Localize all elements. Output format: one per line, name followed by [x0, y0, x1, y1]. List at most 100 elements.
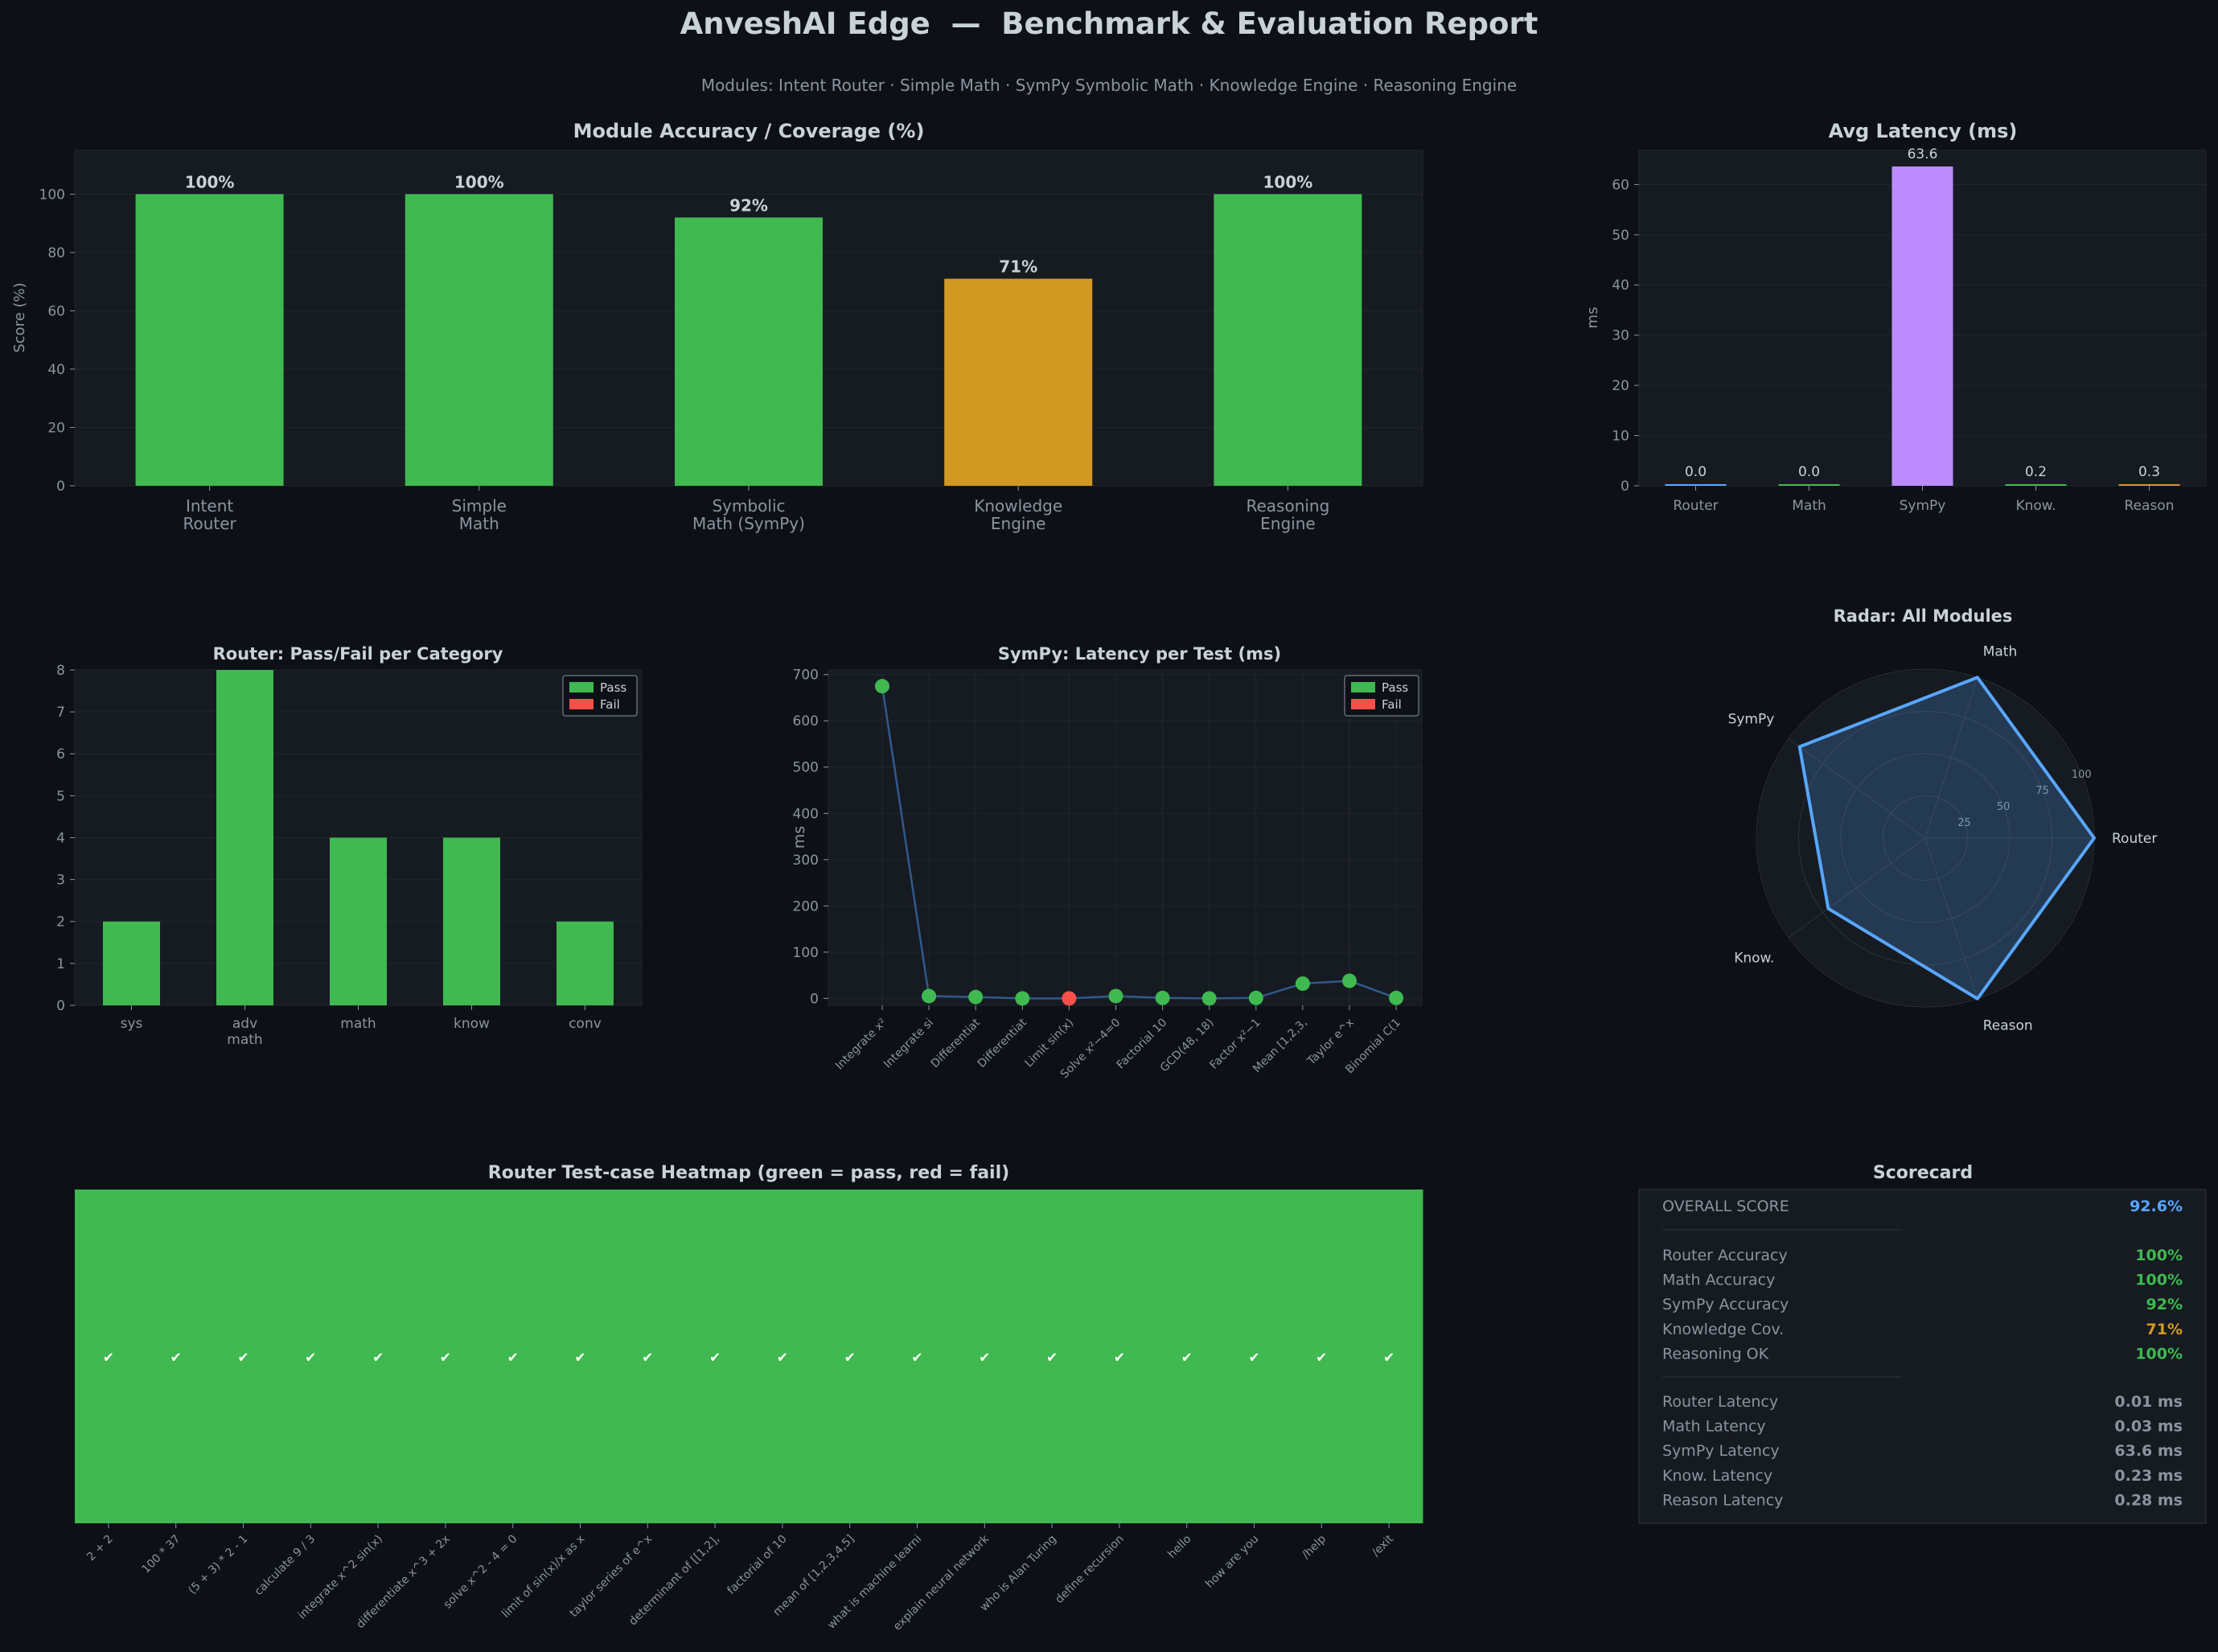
heatmap-xtick-label: factorial of 10 [725, 1533, 789, 1597]
accuracy-bar [1214, 194, 1362, 487]
heatmap-cell [614, 1190, 682, 1523]
sympy-latency-xtick-label: Integrate si [881, 1017, 936, 1071]
heatmap-chart-title: Router Test-case Heatmap (green = pass, … [488, 1163, 1009, 1183]
heatmap-cell [1152, 1190, 1222, 1523]
sympy-latency-chart-ytick-label: 400 [793, 806, 819, 822]
latency-chart-ytick-label: 40 [1612, 277, 1629, 294]
latency-chart-title: Avg Latency (ms) [1829, 120, 2018, 142]
latency-data-label: 0.3 [2138, 464, 2160, 480]
accuracy-chart-xtick-label-line: Math (SymPy) [692, 514, 805, 533]
heatmap-cell [815, 1190, 885, 1523]
router-category-chart-legend-swatch-pass [569, 682, 594, 692]
scorecard-accuracy-row-value: 100% [2135, 1247, 2183, 1264]
scorecard-accuracy-row-label: Reasoning OK [1662, 1345, 1769, 1362]
scorecard-latency-row-value: 0.23 ms [2114, 1467, 2183, 1485]
scorecard-accuracy-row-label: Math Accuracy [1662, 1272, 1775, 1289]
heatmap-cell [1288, 1190, 1356, 1523]
accuracy-chart-xtick-label-line: Engine [1260, 514, 1316, 533]
radar-axis-label: Math [1983, 643, 2018, 660]
radar-rtick-label: 50 [1997, 801, 2011, 813]
radar-axis-label: SymPy [1728, 712, 1775, 728]
latency-chart-ytick-label: 10 [1612, 429, 1629, 445]
scorecard-latency-row-label: Router Latency [1662, 1393, 1778, 1411]
accuracy-bar [944, 278, 1093, 486]
radar-rtick-label: 25 [1957, 817, 1971, 829]
heatmap-cell [883, 1190, 951, 1523]
latency-chart-ytick-label: 60 [1612, 177, 1629, 193]
router-category-chart-xtick-label: know [454, 1016, 490, 1032]
sympy-latency-chart-legend-swatch-fail [1351, 699, 1375, 709]
heatmap-cell [1086, 1190, 1154, 1523]
latency-xtick-label: Reason [2125, 498, 2175, 514]
radar-axis-label: Router [2112, 831, 2157, 847]
scorecard-accuracy-row-value: 100% [2135, 1272, 2183, 1289]
router-category-chart-xtick-label: conv [569, 1016, 602, 1032]
accuracy-chart-xtick-label-line: Simple [452, 496, 507, 516]
latency-xtick-label: Know. [2015, 498, 2056, 514]
sympy-latency-point [1155, 990, 1170, 1005]
scorecard-latency-row-label: SymPy Latency [1662, 1442, 1780, 1460]
heatmap-cell-mark: ✔ [844, 1350, 856, 1366]
accuracy-chart-ylabel: Score (%) [11, 282, 28, 352]
latency-data-label: 0.2 [2025, 464, 2047, 480]
accuracy-chart-xtick-label: Symbolic Math (SymPy) [692, 496, 805, 533]
sympy-latency-chart-title: SymPy: Latency per Test (ms) [998, 644, 1281, 664]
router-category-chart-ytick-label: 1 [56, 956, 65, 972]
router-category-chart-ytick-label: 2 [56, 914, 65, 931]
heatmap-cell-mark: ✔ [1383, 1350, 1394, 1366]
accuracy-data-label: 92% [729, 195, 768, 215]
heatmap-xtick-label: calculate 9 / 3 [253, 1533, 318, 1598]
heatmap-cell [749, 1190, 817, 1523]
router-category-chart-title: Router: Pass/Fail per Category [213, 644, 503, 664]
scorecard-latency-row-value: 0.01 ms [2114, 1393, 2183, 1411]
scorecard-accuracy-row-value: 100% [2135, 1345, 2183, 1362]
sympy-latency-point [1342, 973, 1357, 988]
router-category-pass-bar [216, 670, 273, 1005]
heatmap-xtick-label: /exit [1370, 1532, 1396, 1559]
latency-bar [1891, 166, 1953, 486]
heatmap-cell [75, 1190, 143, 1523]
scorecard-accuracy-row-label: Router Accuracy [1662, 1247, 1788, 1264]
accuracy-bar [675, 217, 823, 486]
router-category-pass-bar [103, 921, 160, 1005]
heatmap-cell [681, 1190, 750, 1523]
sympy-latency-point [1015, 991, 1030, 1006]
router-category-chart-xtick-label: math [340, 1016, 376, 1032]
radar-rtick-label: 75 [2035, 785, 2049, 797]
latency-chart-ytick-label: 20 [1612, 378, 1629, 394]
sympy-latency-chart-plot-area [828, 669, 1423, 1006]
accuracy-chart-xtick-label-line: Math [459, 514, 499, 533]
scorecard-accuracy-row-value: 92% [2146, 1296, 2183, 1313]
sympy-latency-chart-legend-label-fail: Fail [1382, 697, 1402, 712]
scorecard-title: Scorecard [1873, 1163, 1973, 1183]
heatmap-cell-mark: ✔ [642, 1350, 653, 1366]
router-category-chart-xtick-label-line: sys [121, 1016, 143, 1032]
heatmap-cell [412, 1190, 480, 1523]
scorecard-panel [1638, 1189, 2207, 1524]
latency-bar [2118, 484, 2180, 486]
heatmap-cell-mark: ✔ [440, 1350, 451, 1366]
accuracy-chart-xtick-label: Intent Router [183, 496, 236, 533]
latency-xtick-label: Math [1792, 498, 1826, 514]
scorecard-latency-row-label: Reason Latency [1662, 1491, 1783, 1509]
heatmap-cell [1220, 1190, 1288, 1523]
accuracy-chart-xtick-label-line: Symbolic [712, 496, 785, 516]
heatmap-cell-mark: ✔ [709, 1350, 721, 1366]
sympy-latency-chart-ylabel: ms [791, 826, 808, 849]
sympy-latency-chart: SymPy: Latency per Test (ms) 0 100 200 300 40… [791, 644, 1423, 1081]
sympy-latency-xtick-label: Integrate x² [833, 1017, 889, 1073]
latency-chart-ytick-label: 50 [1612, 228, 1629, 244]
radar-chart-title: Radar: All Modules [1834, 606, 2013, 626]
radar-spoke [1924, 677, 1978, 839]
accuracy-chart: Module Accuracy / Coverage (%) 0 20 40 60 80 1… [11, 120, 1423, 533]
accuracy-chart-ytick-label: 80 [47, 245, 65, 261]
sympy-latency-xtick-label: Differentiat [976, 1016, 1030, 1071]
heatmap-xtick-label: who is Alan Turing [978, 1533, 1059, 1614]
accuracy-chart-ytick-label: 0 [56, 479, 65, 495]
router-category-pass-bar [557, 921, 614, 1005]
sympy-latency-chart-ytick-label: 0 [810, 991, 819, 1007]
scorecard-overall-label: OVERALL SCORE [1662, 1198, 1789, 1215]
latency-data-label: 63.6 [1908, 146, 1938, 162]
heatmap-cell [1018, 1190, 1086, 1523]
router-category-chart-xtick-label-line: know [454, 1016, 490, 1032]
